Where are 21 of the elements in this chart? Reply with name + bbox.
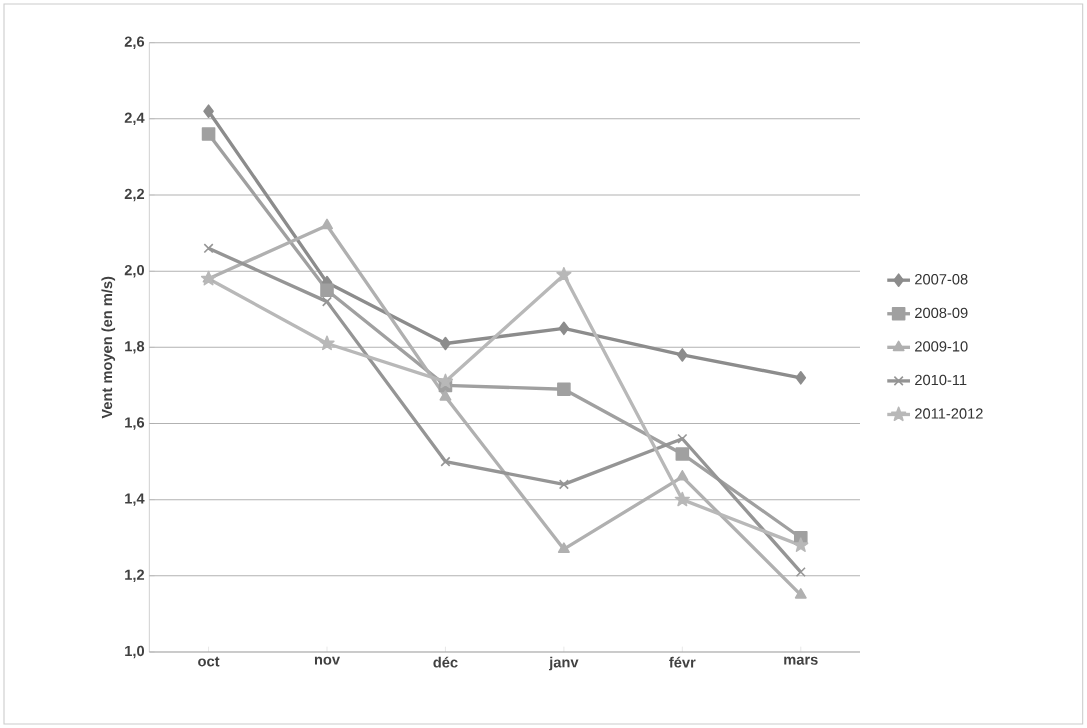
y-tick-label: 2,0: [124, 264, 145, 278]
x-tick-label: mars: [784, 656, 818, 665]
legend-label: 2011-2012: [915, 408, 983, 419]
legend-label: 2008-09: [915, 307, 968, 319]
legend-label: 2009-10: [915, 341, 968, 352]
y-tick-label: 2,6: [124, 36, 145, 49]
legend-label: 2007-08: [915, 274, 968, 285]
y-axis-title: Vent moyen (en m/s): [101, 276, 116, 419]
x-tick-label: févr: [669, 656, 696, 668]
y-tick-label: 1,6: [125, 417, 145, 430]
y-tick-label: 2,2: [124, 188, 145, 202]
y-tick-label: 1,8: [125, 341, 145, 354]
x-tick-label: janv: [548, 656, 579, 671]
y-tick-label: 1,0: [125, 645, 145, 659]
y-tick-label: 1,4: [125, 493, 145, 506]
y-tick-label: 1,2: [125, 569, 145, 583]
y-tick-label: 2,4: [124, 112, 145, 126]
x-tick-label: nov: [314, 656, 340, 665]
legend-label: 2010-11: [915, 374, 967, 386]
x-tick-label: déc: [433, 656, 458, 668]
x-tick-label: oct: [198, 656, 220, 667]
